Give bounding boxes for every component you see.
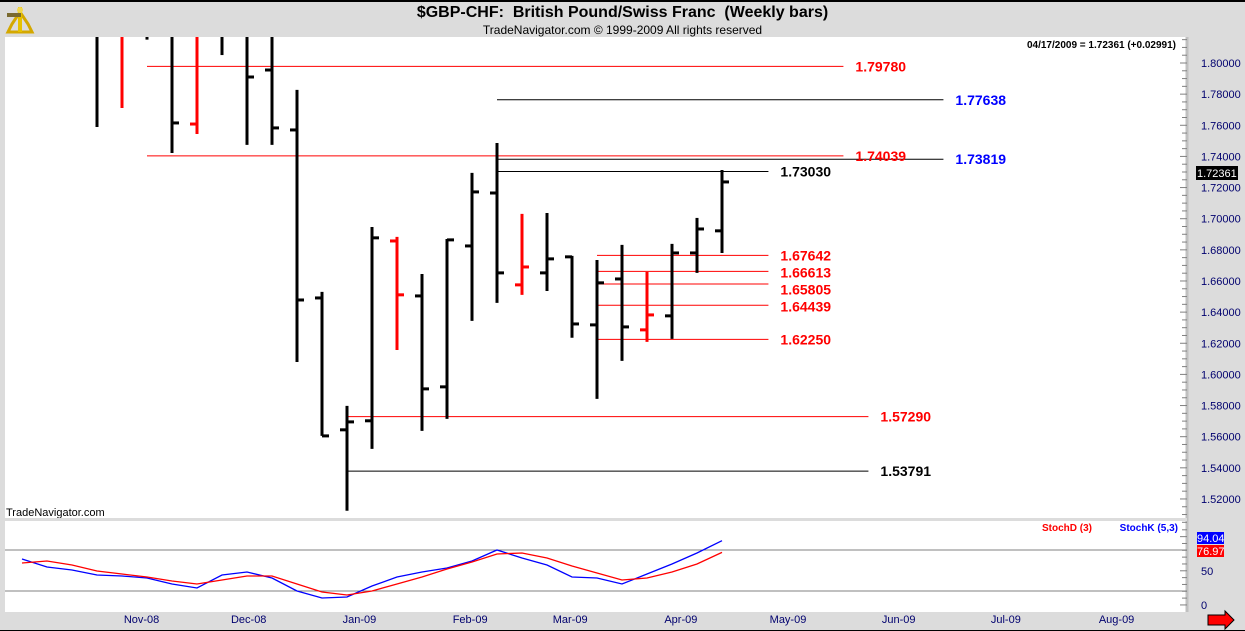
price-tick-label: 1.78000 (1201, 89, 1241, 101)
time-tick-label: Jul-09 (991, 614, 1021, 626)
ohlc-bar (190, 37, 199, 134)
price-tick-label: 1.58000 (1201, 401, 1241, 413)
legend-stochk: StochK (5,3) (1120, 523, 1178, 534)
level-label: 1.74039 (855, 148, 906, 164)
time-tick-label: Dec-08 (231, 614, 266, 626)
price-tick-label: 1.64000 (1201, 307, 1241, 319)
price-tick-label: 1.70000 (1201, 214, 1241, 226)
ohlc-bar (590, 259, 604, 399)
ohlc-bar (565, 255, 579, 338)
window-top-border (0, 0, 1245, 2)
time-tick-label: Nov-08 (124, 614, 159, 626)
ohlc-bar (690, 217, 704, 273)
ohlc-bar (170, 37, 179, 153)
ohlc-bar (245, 37, 254, 145)
price-tick-label: 1.52000 (1201, 494, 1241, 506)
price-tick-label: 1.74000 (1201, 151, 1241, 163)
copyright-subtitle: TradeNavigator.com © 1999-2009 All right… (482, 23, 763, 37)
time-tick-label: Mar-09 (553, 614, 588, 626)
sextant-logo-icon (5, 7, 35, 34)
level-labels: 1.79780 1.77638 1.74039 1.73819 1.73030 1.676… (780, 58, 1006, 479)
level-label: 1.65805 (780, 281, 831, 297)
price-readout: 04/17/2009 = 1.72361 (+0.02991) (1027, 40, 1176, 51)
ohlc-bar (515, 213, 529, 295)
ohlc-bar (615, 244, 629, 361)
last-price-label: 1.72361 (1197, 168, 1237, 180)
price-tick-label: 1.68000 (1201, 245, 1241, 257)
ohlc-bar (390, 236, 404, 350)
level-lines (147, 65, 944, 472)
price-tick-label: 1.66000 (1201, 276, 1241, 288)
time-tick-label: Feb-09 (453, 614, 488, 626)
stochastic-lines (21, 540, 723, 599)
price-tick-label: 1.54000 (1201, 463, 1241, 475)
ohlc-bar (665, 243, 679, 339)
price-tick-label: 1.80000 (1201, 58, 1241, 70)
legend-stochd: StochD (3) (1042, 523, 1092, 534)
price-axis[interactable]: 1.80000 1.78000 1.76000 1.74000 1.72000 1.700… (1180, 30, 1245, 631)
level-label: 1.67642 (780, 247, 831, 263)
ohlc-bar (465, 172, 479, 321)
level-label: 1.53791 (880, 463, 931, 479)
level-label: 1.73030 (780, 164, 831, 180)
ohlc-bar (440, 238, 454, 419)
stochk-badge (1197, 532, 1224, 544)
ohlc-bar (265, 37, 279, 145)
last-price-badge (1196, 166, 1238, 180)
ohlc-bar (315, 291, 329, 438)
time-tick-label: Aug-09 (1099, 614, 1134, 626)
price-tick-label: 1.56000 (1201, 432, 1241, 444)
time-tick-label: Jan-09 (343, 614, 377, 626)
stoch-tick-label: 50 (1201, 566, 1213, 578)
ohlc-bar (340, 405, 354, 511)
ohlc-bar (490, 143, 504, 303)
stochd-last-label: 76.97 (1197, 546, 1225, 558)
price-tick-label: 1.60000 (1201, 369, 1241, 381)
ohlc-bar (365, 226, 379, 449)
level-label: 1.66613 (780, 264, 831, 280)
watermark-text: TradeNavigator.com (6, 507, 105, 519)
time-axis[interactable]: Nov-08 Dec-08 Jan-09 Feb-09 Mar-09 Apr-09 May-… (0, 612, 1245, 631)
axis-background (1187, 30, 1245, 631)
price-tick-label: 1.72000 (1201, 183, 1241, 195)
stoch-tick-label: 0 (1201, 600, 1207, 612)
level-label: 1.57290 (880, 409, 931, 425)
level-label: 1.77638 (955, 92, 1006, 108)
stochk-last-label: 94.04 (1197, 533, 1225, 545)
panel-separator (0, 518, 1187, 521)
price-tick-label: 1.62000 (1201, 338, 1241, 350)
level-label: 1.79780 (855, 58, 906, 74)
price-tick-label: 1.76000 (1201, 120, 1241, 132)
chart-title: $GBP-CHF: British Pound/Swiss Franc (Wee… (416, 4, 829, 21)
scroll-right-arrow-icon[interactable] (1207, 609, 1235, 631)
stochastic-panel[interactable] (5, 521, 1187, 612)
time-tick-label: Apr-09 (664, 614, 697, 626)
ohlc-bar (640, 271, 654, 342)
ohlc-bar (715, 169, 729, 253)
time-tick-label: Jun-09 (882, 614, 916, 626)
level-label: 1.73819 (955, 151, 1006, 167)
level-label: 1.64439 (780, 298, 831, 314)
ohlc-bars (95, 37, 729, 511)
ohlc-bar (415, 273, 429, 431)
stochd-badge (1197, 545, 1224, 557)
time-tick-label: May-09 (770, 614, 807, 626)
ohlc-bar (290, 89, 304, 362)
ohlc-bar (540, 212, 554, 291)
level-label: 1.62250 (780, 331, 831, 347)
